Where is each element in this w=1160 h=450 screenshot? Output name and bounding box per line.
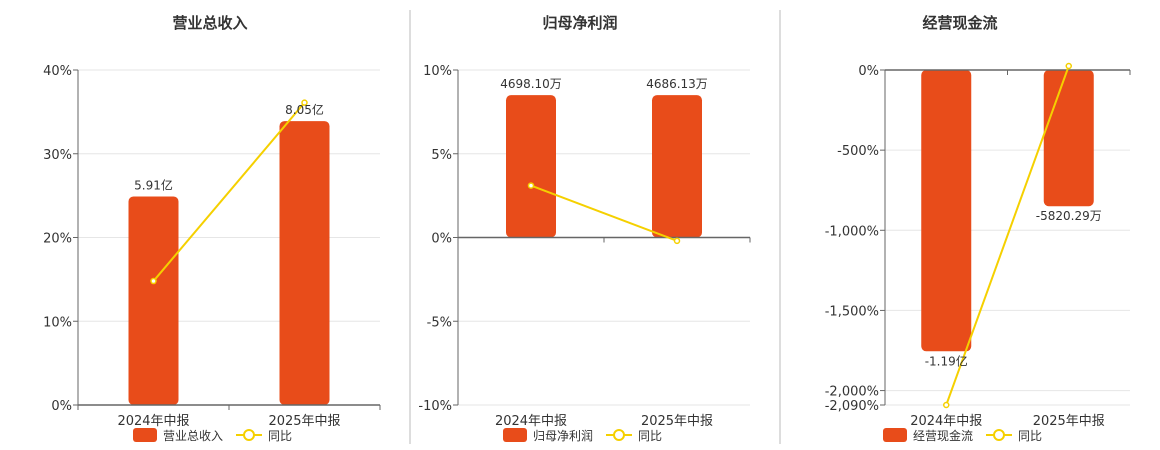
legend-line-label: 同比 — [638, 429, 662, 443]
yoy-point — [1065, 62, 1072, 70]
data-label: -5820.29万 — [1036, 209, 1102, 223]
x-tick-label: 2025年中报 — [641, 414, 713, 429]
y-tick-label: -2,000% — [825, 385, 879, 400]
y-tick-label: 10% — [43, 315, 72, 330]
legend-line-marker — [993, 429, 1005, 441]
legend: 营业总收入 同比 — [133, 428, 292, 443]
legend-bar-label: 归母净利润 — [533, 429, 593, 443]
data-label: 4698.10万 — [500, 77, 562, 91]
yoy-series-line — [152, 102, 306, 282]
chart-panel-net-profit: 归母净利润 -10% -5% 0% 5% 10% 2024年中报 2025年中报 4698.1… — [418, 14, 751, 443]
chart-title: 经营现金流 — [922, 14, 997, 32]
y-tick-label: -1,500% — [825, 304, 879, 319]
plot-area: -10% -5% 0% 5% 10% 2024年中报 2025年中报 4698.10万 4686… — [418, 64, 751, 429]
x-tick-label: 2024年中报 — [117, 414, 189, 429]
data-label: 8.05亿 — [285, 102, 324, 117]
y-tick-label: 0% — [858, 64, 879, 79]
yoy-point — [673, 237, 681, 245]
legend-line-marker — [613, 429, 625, 441]
y-tick-label: 20% — [43, 232, 72, 247]
y-tick-label: -2,090% — [825, 399, 879, 414]
y-tick-label: 40% — [43, 64, 72, 79]
legend-line-marker — [243, 429, 255, 441]
legend-line-label: 同比 — [268, 429, 292, 443]
bar — [506, 95, 556, 238]
legend-bar-swatch — [133, 428, 157, 442]
y-tick-label: 5% — [431, 148, 452, 163]
data-label: -1.19亿 — [925, 353, 968, 368]
chart-panel-revenue: 营业总收入 0% 10% 20% 30% 40% 2024年中报 2025年中报 5.91亿 8… — [43, 14, 381, 443]
x-tick-label: 2024年中报 — [910, 414, 982, 429]
yoy-series-line — [530, 184, 678, 242]
y-tick-label: 0% — [431, 232, 452, 247]
yoy-point — [150, 277, 157, 285]
legend-bar-swatch — [883, 428, 907, 442]
data-label: 5.91亿 — [134, 177, 173, 192]
x-tick-label: 2025年中报 — [268, 414, 340, 429]
chart-title: 营业总收入 — [172, 14, 247, 32]
bar — [921, 70, 972, 352]
y-tick-label: -10% — [418, 399, 452, 414]
bar — [1043, 70, 1094, 207]
bar — [128, 196, 179, 405]
legend: 归母净利润 同比 — [503, 428, 662, 443]
legend-bar-label: 营业总收入 — [163, 429, 223, 443]
chart-title: 归母净利润 — [542, 14, 617, 32]
bar — [279, 121, 330, 406]
legend-bar-swatch — [503, 428, 527, 442]
y-tick-label: -500% — [837, 144, 879, 159]
yoy-point — [301, 99, 308, 106]
legend-line-label: 同比 — [1018, 429, 1042, 443]
y-tick-label: -1,000% — [825, 224, 879, 239]
x-tick-label: 2024年中报 — [495, 414, 567, 429]
yoy-point — [943, 401, 950, 409]
yoy-series-line — [945, 65, 1070, 406]
legend-bar-label: 经营现金流 — [913, 428, 973, 443]
bar — [652, 95, 702, 238]
y-tick-label: 0% — [51, 399, 72, 414]
plot-area: 0% 10% 20% 30% 40% 2024年中报 2025年中报 5.91亿 8.05亿 — [43, 64, 381, 429]
data-label: 4686.13万 — [646, 77, 708, 91]
plot-area: -2,090%-2,000% -1,500% -1,000% -500% 0% 2024年… — [825, 62, 1131, 429]
y-tick-label: 10% — [423, 64, 452, 79]
chart-panel-operating-cash-flow: 经营现金流 -2,090%-2,000% -1,500% -1,000% -500% 0… — [825, 14, 1131, 443]
yoy-point — [527, 182, 535, 189]
y-tick-label: -5% — [427, 315, 452, 330]
x-tick-label: 2025年中报 — [1033, 414, 1105, 429]
legend: 经营现金流 同比 — [883, 428, 1042, 443]
y-tick-label: 30% — [43, 148, 72, 163]
